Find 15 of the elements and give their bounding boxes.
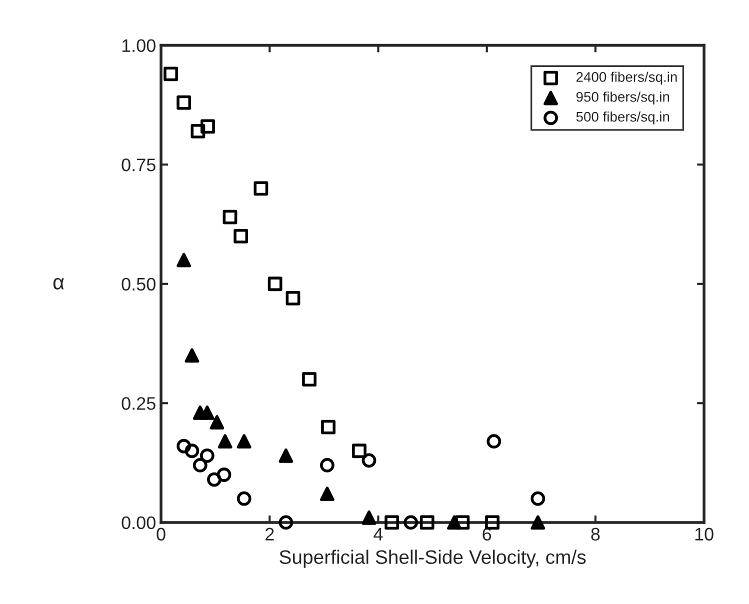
y-tick-label: 0.75	[122, 158, 156, 172]
x-tick-label: 2	[266, 528, 274, 540]
legend-label: 950 fibers/sq.in	[576, 92, 670, 105]
x-tick-label: 0	[156, 528, 166, 541]
legend-label: 500 fibers/sq.in	[576, 111, 670, 124]
x-tick-label: 4	[374, 528, 383, 540]
x-tick-label: 10	[695, 528, 714, 541]
legend-label: 2400 fibers/sq.in	[576, 72, 677, 85]
y-tick-label: 0.00	[122, 516, 156, 530]
y-tick-label: 0.25	[122, 397, 156, 410]
y-axis-title: α	[53, 278, 64, 290]
x-tick-label: 8	[591, 528, 600, 541]
x-axis-title: Superficial Shell-Side Velocity, cm/s	[280, 550, 586, 568]
y-tick-label: 0.50	[122, 278, 156, 291]
y-tick-label: 1.00	[122, 39, 156, 52]
